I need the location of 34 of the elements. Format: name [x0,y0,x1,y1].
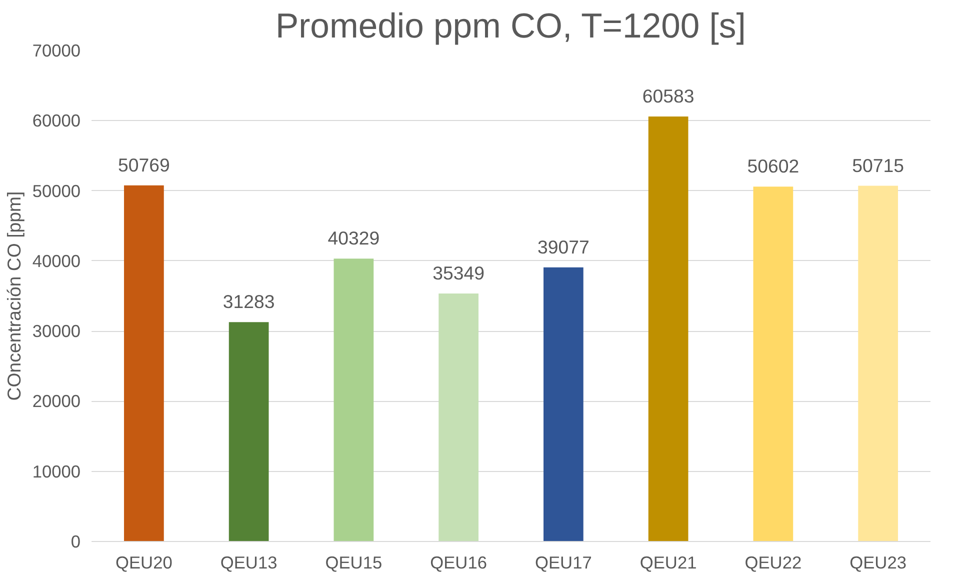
x-tick-label: QEU20 [116,552,172,572]
bar [648,116,688,542]
data-label: 40329 [328,228,380,249]
data-label: 50769 [118,154,170,176]
data-label: 60583 [642,86,694,107]
x-tick-label: QEU16 [430,552,487,572]
data-label: 50715 [852,154,904,176]
chart-title: Promedio ppm CO, T=1200 [s] [276,8,746,46]
data-label: 35349 [432,262,485,284]
x-tick-label: QEU15 [325,552,382,572]
bar [438,294,478,542]
data-label: 31283 [222,291,275,312]
bar [753,186,794,542]
data-label: 50602 [747,156,800,177]
data-label: 39077 [538,236,590,258]
y-tick-label: 60000 [32,110,80,131]
y-tick-label: 30000 [32,321,80,342]
y-axis-title: COncentración CO [ppm] [3,191,24,401]
y-tick-label: 10000 [32,461,80,482]
bar [544,267,584,542]
bar [858,186,898,542]
bar [334,258,374,542]
x-tick-label: QEU21 [640,552,697,572]
x-tick-label: QEU17 [535,552,592,572]
y-tick-label: 50000 [32,180,80,201]
x-tick-label: QEU22 [744,552,802,572]
bar [124,185,164,542]
x-tick-label: QEU13 [220,552,278,572]
y-tick-label: 0 [70,532,81,552]
y-tick-label: 20000 [32,391,80,412]
y-tick-label: 70000 [32,40,80,60]
bar [228,322,269,542]
x-tick-label: QEU23 [850,552,906,572]
y-tick-label: 40000 [32,250,80,271]
